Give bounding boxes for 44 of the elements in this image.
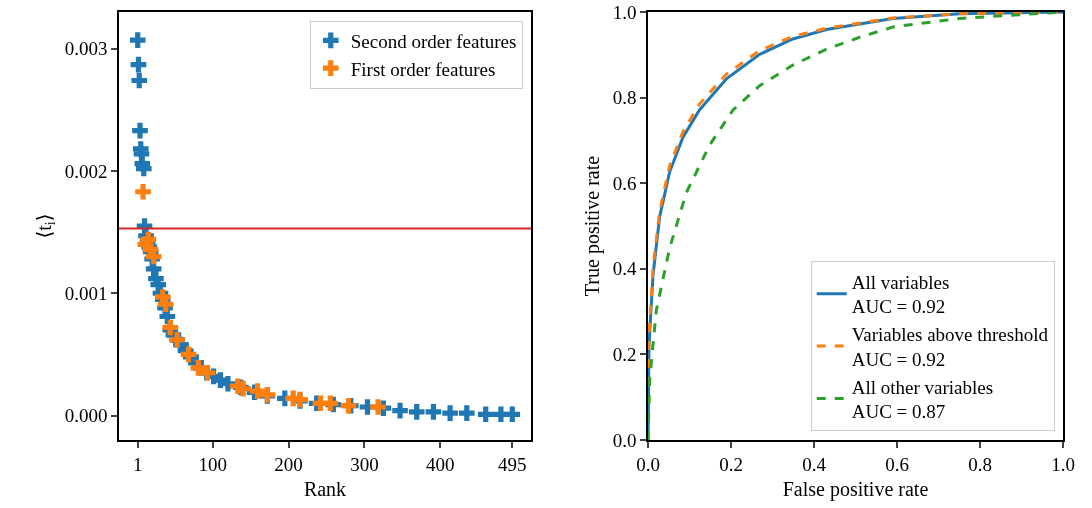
y-tick-label: 0.6 — [612, 172, 637, 194]
x-tick-label: 1.0 — [1051, 453, 1075, 475]
legend-label: All variables AUC = 0.92 — [851, 271, 950, 318]
point — [425, 404, 442, 420]
point — [477, 406, 494, 423]
legend-label: All other variables AUC = 0.87 — [851, 376, 994, 423]
point — [130, 56, 147, 73]
y-tick-label: 0.002 — [64, 160, 108, 182]
x-tick-label: 0.0 — [636, 453, 660, 475]
point — [370, 399, 386, 415]
x-tick-label: 0.4 — [802, 453, 827, 475]
point — [135, 160, 152, 177]
x-axis-title: Rank — [303, 477, 347, 500]
y-tick-label: 0.2 — [612, 344, 637, 366]
y-tick-label: 0.000 — [64, 405, 108, 427]
x-tick-label: 1 — [132, 453, 143, 475]
y-tick-label: 0.4 — [612, 258, 637, 280]
point — [442, 405, 458, 421]
y-axis-title: True positive rate — [580, 155, 604, 297]
x-tick-label: 400 — [425, 453, 455, 475]
point — [129, 32, 146, 48]
point — [408, 404, 425, 420]
x-tick-label: 495 — [498, 453, 527, 475]
x-tick-label: 0.8 — [968, 453, 992, 475]
legend-label: Variables above threshold AUC = 0.92 — [851, 324, 1049, 370]
x-axis-title: False positive rate — [782, 477, 929, 501]
y-tick-label: 1.0 — [612, 1, 637, 23]
y-tick-label: 0.0 — [612, 429, 637, 451]
x-tick-label: 200 — [274, 453, 303, 475]
point — [458, 405, 475, 421]
y-tick-label: 0.8 — [612, 87, 637, 109]
y-tick-label: 0.001 — [64, 282, 108, 304]
x-tick-label: 0.2 — [719, 453, 743, 475]
point — [392, 402, 408, 419]
x-tick-label: 0.6 — [885, 453, 909, 475]
legend-label: First order features — [350, 58, 496, 80]
y-tick-label: 0.003 — [64, 38, 108, 60]
point — [132, 122, 148, 139]
point — [504, 406, 521, 423]
point — [131, 72, 148, 89]
x-tick-label: 100 — [198, 453, 228, 475]
point — [135, 183, 151, 200]
legend-label: Second order features — [350, 30, 517, 52]
x-tick-label: 300 — [350, 453, 379, 475]
